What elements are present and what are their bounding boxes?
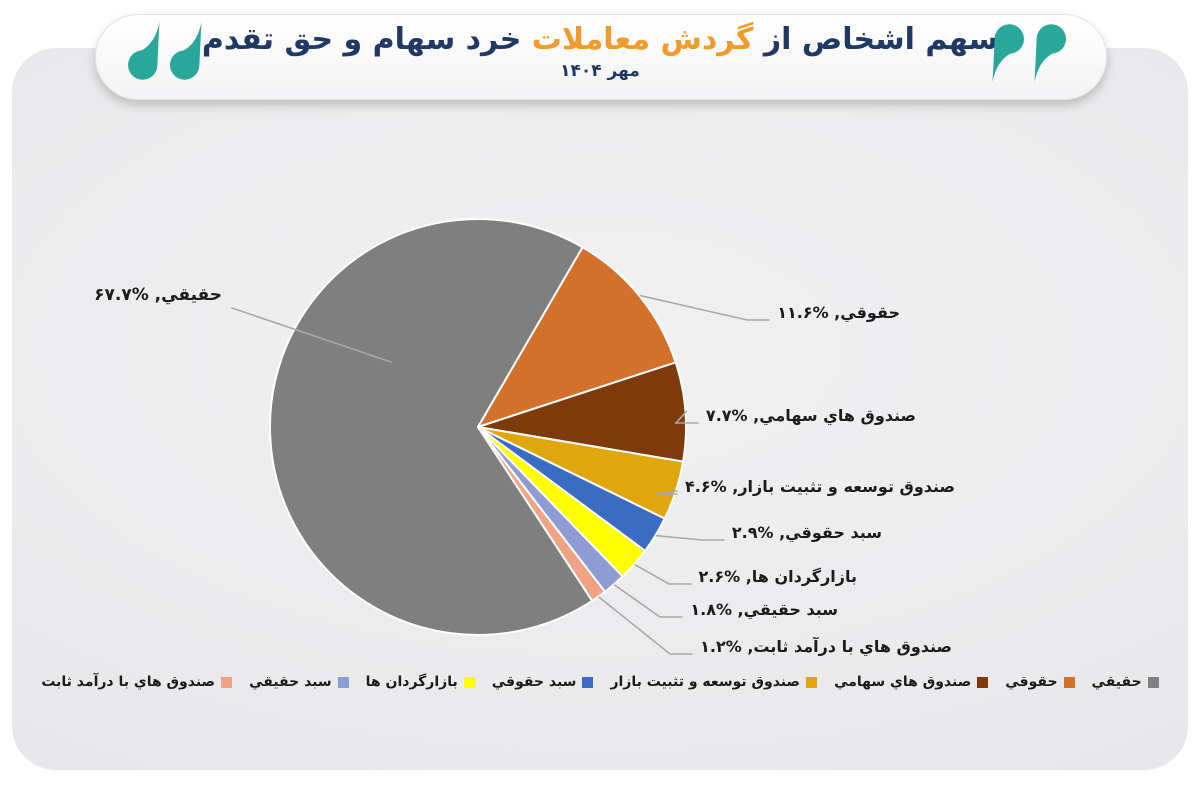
legend-item: حقوقي bbox=[1005, 674, 1075, 690]
legend-item: صندوق توسعه و تثبيت بازار bbox=[610, 674, 818, 690]
legend-marker bbox=[806, 676, 818, 688]
legend-label: بازارگردان ها bbox=[365, 674, 458, 690]
legend-label: حقيقي bbox=[1091, 674, 1142, 690]
legend-marker bbox=[977, 676, 989, 688]
legend-marker bbox=[1063, 676, 1075, 688]
legend-item: صندوق هاي سهامي bbox=[834, 674, 989, 690]
slice-label: سبد حقوقي, %۲.۹ bbox=[731, 523, 882, 542]
legend-item: صندوق هاي با درآمد ثابت bbox=[41, 674, 233, 690]
legend-label: صندوق هاي سهامي bbox=[834, 674, 972, 690]
header-bar bbox=[95, 14, 1107, 100]
legend-item: سبد حقوقي bbox=[492, 674, 594, 690]
legend-item: حقيقي bbox=[1092, 674, 1159, 690]
slice-label: حقيقي, %۶۷.۷ bbox=[94, 285, 222, 305]
legend-label: صندوق توسعه و تثبيت بازار bbox=[610, 674, 801, 690]
legend-marker bbox=[463, 676, 475, 688]
legend-item: سبد حقيقي bbox=[249, 674, 349, 690]
title-highlight: گردش معاملات bbox=[531, 22, 754, 57]
page-subtitle: مهر ۱۴۰۴ bbox=[560, 61, 640, 81]
legend-label: حقوقي bbox=[1005, 674, 1058, 690]
slice-label: بازارگردان ها, %۲.۶ bbox=[698, 567, 858, 586]
slice-label: صندوق هاي سهامي, %۷.۷ bbox=[705, 406, 916, 425]
legend: حقيقي حقوقي صندوق هاي سهامي صندوق توسعه و ت… bbox=[25, 674, 1175, 690]
legend-marker bbox=[221, 676, 233, 688]
page-title: سهم اشخاص از گردش معاملات خرد سهام و حق … bbox=[0, 22, 1200, 57]
title-part1: سهم اشخاص از bbox=[763, 22, 999, 57]
legend-marker bbox=[582, 676, 594, 688]
slice-label: سبد حقيقي, %۱.۸ bbox=[690, 600, 838, 619]
legend-label: سبد حقوقي bbox=[491, 674, 577, 690]
legend-label: سبد حقيقي bbox=[249, 674, 332, 690]
slice-label: صندوق توسعه و تثبيت بازار, %۴.۶ bbox=[685, 477, 955, 496]
legend-item: بازارگردان ها bbox=[366, 674, 475, 690]
slice-label: حقوقي, %۱۱.۶ bbox=[777, 303, 900, 322]
title-part2: خرد سهام و حق تقدم bbox=[201, 22, 522, 57]
slice-label: صندوق هاي با درآمد ثابت, %۱.۲ bbox=[700, 637, 952, 656]
legend-marker bbox=[337, 676, 349, 688]
legend-marker bbox=[1147, 676, 1159, 688]
legend-label: صندوق هاي با درآمد ثابت bbox=[41, 674, 216, 690]
